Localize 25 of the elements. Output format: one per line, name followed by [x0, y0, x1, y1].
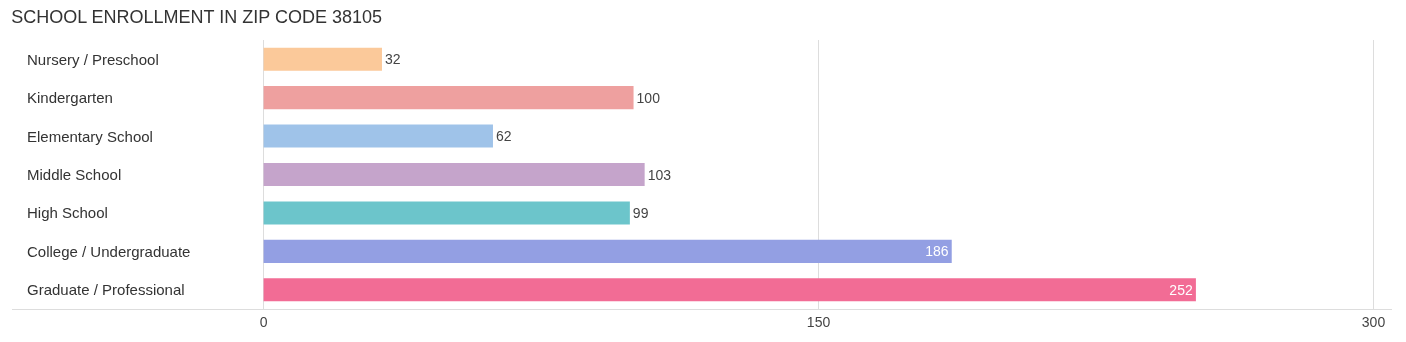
x-tick-label: 300	[1361, 313, 1386, 330]
bar	[263, 124, 493, 148]
data-label: 103	[647, 166, 672, 183]
y-tick-label: College / Undergraduate	[27, 243, 191, 260]
data-label: 186	[925, 243, 949, 260]
y-tick-label: High School	[27, 204, 108, 221]
y-tick-label: Graduate / Professional	[27, 281, 185, 298]
y-tick-label: Nursery / Preschool	[27, 51, 159, 68]
data-label: 62	[495, 128, 512, 145]
bar	[263, 47, 382, 71]
data-label: 32	[384, 51, 401, 68]
y-tick-label: Kindergarten	[27, 89, 113, 106]
data-label: 99	[632, 204, 649, 221]
bar	[263, 86, 634, 110]
bar	[263, 162, 645, 187]
bar	[263, 278, 1196, 302]
x-tick-label: 150	[806, 313, 831, 330]
bar	[263, 201, 630, 225]
x-tick-label: 0	[259, 313, 268, 330]
data-label: 252	[1169, 281, 1193, 298]
y-tick-label: Middle School	[27, 166, 122, 183]
y-tick-label: Elementary School	[27, 128, 153, 145]
data-label: 100	[636, 89, 661, 106]
bar	[263, 239, 952, 263]
chart-title: SCHOOL ENROLLMENT IN ZIP CODE 38105	[11, 6, 383, 27]
